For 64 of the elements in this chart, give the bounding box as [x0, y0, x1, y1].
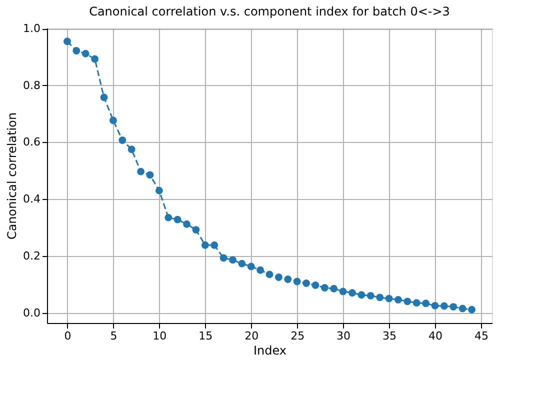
point: [376, 294, 384, 302]
y-tick-label: 0.6: [23, 136, 40, 149]
point: [220, 254, 228, 262]
x-tick-label: 25: [290, 330, 305, 342]
x-tick-label: 35: [382, 330, 397, 342]
y-tick-label: 0.2: [23, 249, 40, 262]
point: [358, 291, 366, 299]
point: [468, 306, 476, 314]
point: [118, 136, 126, 144]
x-tick-label: 15: [198, 330, 213, 342]
point: [210, 241, 218, 249]
point: [155, 186, 163, 194]
point: [82, 50, 90, 58]
point: [440, 302, 448, 310]
y-tick-label: 0.4: [23, 192, 40, 206]
point: [109, 116, 117, 124]
y-tick-label: 1.0: [23, 22, 40, 36]
point: [183, 220, 190, 228]
x-tick-label: 45: [474, 330, 488, 342]
point: [146, 171, 154, 179]
x-tick-label: 20: [244, 330, 259, 342]
point: [320, 284, 328, 292]
point: [238, 260, 246, 268]
point: [412, 299, 420, 307]
point: [366, 292, 374, 300]
point: [312, 282, 320, 289]
y-axis-title: Canonical correlation: [5, 112, 20, 240]
point: [348, 289, 356, 297]
y-tick-label: 0.8: [23, 78, 40, 92]
point: [330, 284, 338, 292]
point: [450, 303, 458, 310]
point: [137, 168, 144, 176]
point: [174, 216, 182, 224]
point: [256, 266, 264, 274]
point: [266, 270, 274, 278]
point: [458, 304, 466, 312]
x-tick-label: 10: [152, 330, 167, 342]
point: [274, 274, 282, 281]
point: [201, 241, 209, 249]
point: [339, 288, 347, 296]
x-tick-label: 40: [428, 330, 442, 342]
point: [100, 94, 108, 102]
point: [284, 276, 292, 283]
point: [431, 302, 439, 310]
point: [164, 214, 172, 222]
point: [385, 294, 393, 302]
x-tick-label: 30: [336, 330, 351, 342]
point: [422, 300, 430, 308]
point: [394, 296, 402, 304]
point: [128, 146, 136, 154]
point: [192, 226, 200, 234]
point: [302, 280, 310, 287]
point: [293, 278, 301, 286]
chart-title: Canonical correlation v.s. component index for batch 0<->3: [89, 4, 450, 19]
point: [72, 47, 80, 54]
point: [64, 38, 71, 46]
x-tick-label: 5: [110, 330, 118, 342]
point: [404, 298, 412, 306]
point: [91, 55, 99, 63]
y-tick-label: 0.0: [23, 306, 40, 320]
x-tick-label: 0: [64, 330, 72, 342]
point: [247, 262, 255, 270]
point: [229, 256, 236, 264]
x-axis-title: Index: [253, 344, 287, 358]
